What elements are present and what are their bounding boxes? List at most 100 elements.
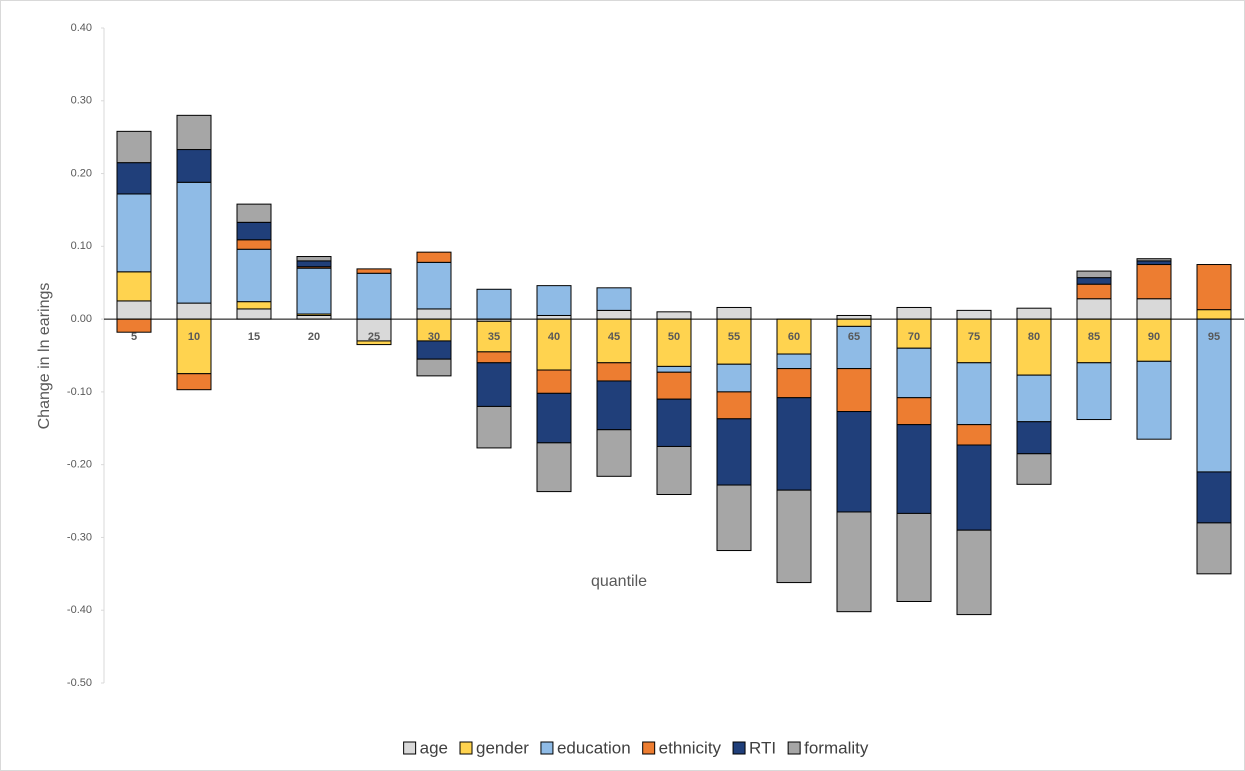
bar-segment	[1076, 283, 1112, 300]
bar-segment	[1076, 362, 1112, 421]
legend-swatch	[642, 741, 656, 755]
legend-label: ethnicity	[659, 738, 722, 757]
bar-segment	[296, 256, 332, 262]
bar-segment	[356, 268, 392, 274]
bar-segment	[1076, 277, 1112, 285]
bar-segment	[536, 318, 572, 371]
bar-segment	[356, 340, 392, 346]
bar-segment	[836, 318, 872, 327]
bar-segment	[896, 512, 932, 602]
x-tick-label: 85	[1088, 331, 1100, 343]
bar-segment	[1196, 471, 1232, 524]
x-tick-label: 95	[1208, 331, 1220, 343]
bar-segment	[416, 340, 452, 360]
bar-segment	[656, 365, 692, 373]
bar-segment	[296, 260, 332, 268]
bar-segment	[956, 318, 992, 364]
y-axis-title: Change in ln earings	[36, 283, 53, 430]
y-tick-label: 0.40	[71, 22, 92, 34]
bar-segment	[716, 418, 752, 486]
bar-segment	[176, 318, 212, 375]
bar-segment	[596, 287, 632, 311]
x-tick-label: 55	[728, 331, 740, 343]
x-tick-label: 20	[308, 331, 320, 343]
x-tick-label: 60	[788, 331, 800, 343]
bar-segment	[236, 221, 272, 241]
x-tick-label: 45	[608, 331, 620, 343]
bar-segment	[416, 261, 452, 310]
bar-segment	[716, 306, 752, 320]
bar-segment	[1136, 258, 1172, 262]
y-tick-label: 0.10	[71, 240, 92, 252]
bar-segment	[956, 444, 992, 531]
bar-segment	[836, 368, 872, 413]
bar-segment	[176, 149, 212, 183]
y-tick-label: -0.40	[67, 604, 92, 616]
bar-segment	[476, 362, 512, 407]
bar-segment	[776, 489, 812, 584]
bar-segment	[476, 405, 512, 449]
bar-segment	[896, 397, 932, 426]
bar-segment	[416, 308, 452, 320]
bar-segment	[956, 362, 992, 426]
y-tick-label: 0.30	[71, 95, 92, 107]
legend-label: age	[420, 738, 448, 757]
bar-segment	[236, 248, 272, 303]
bar-segment	[776, 397, 812, 491]
bar-segment	[236, 301, 272, 310]
bar-segment	[596, 380, 632, 431]
bar-segment	[176, 114, 212, 151]
bar-segment	[1196, 309, 1232, 320]
y-tick-label: -0.50	[67, 677, 92, 689]
legend-swatch	[732, 741, 746, 755]
x-tick-label: 90	[1148, 331, 1160, 343]
x-tick-label: 80	[1028, 331, 1040, 343]
bar-segment	[1076, 298, 1112, 320]
bar-segment	[536, 442, 572, 493]
bar-segment	[596, 429, 632, 477]
bar-segment	[716, 391, 752, 420]
x-tick-label: 35	[488, 331, 500, 343]
bar-segment	[176, 181, 212, 304]
bar-segment	[836, 411, 872, 513]
bar-segment	[656, 398, 692, 447]
bar-segment	[1076, 318, 1112, 364]
y-tick-label: -0.10	[67, 386, 92, 398]
bar-segment	[656, 311, 692, 320]
bar-segment	[416, 251, 452, 263]
bar-segment	[296, 267, 332, 315]
bar-segment	[536, 314, 572, 320]
x-axis-title: quantile	[591, 573, 647, 590]
bar-segment	[116, 162, 152, 195]
bar-segment	[476, 320, 512, 353]
bar-segment	[536, 392, 572, 444]
x-tick-label: 5	[131, 331, 137, 343]
bar-segment	[536, 285, 572, 316]
bar-segment	[596, 318, 632, 364]
bar-segment	[1196, 522, 1232, 575]
bar-segment	[956, 424, 992, 446]
x-tick-label: 65	[848, 331, 860, 343]
bar-segment	[1136, 298, 1172, 320]
legend-swatch	[403, 741, 417, 755]
bar-segment	[716, 484, 752, 552]
bar-segment	[836, 314, 872, 320]
x-tick-label: 30	[428, 331, 440, 343]
bar-segment	[656, 445, 692, 496]
bar-segment	[716, 363, 752, 393]
bar-segment	[176, 373, 212, 391]
bar-segment	[896, 306, 932, 320]
bar-segment	[116, 271, 152, 302]
bar-segment	[776, 353, 812, 370]
bar-segment	[1016, 421, 1052, 455]
bar-segment	[896, 347, 932, 399]
bar-segment	[236, 239, 272, 250]
bar-segment	[1136, 260, 1172, 266]
x-tick-label: 50	[668, 331, 680, 343]
bar-segment	[1136, 318, 1172, 362]
bar-segment	[716, 318, 752, 365]
x-tick-label: 15	[248, 331, 260, 343]
bar-segment	[116, 193, 152, 273]
bar-segment	[596, 362, 632, 382]
